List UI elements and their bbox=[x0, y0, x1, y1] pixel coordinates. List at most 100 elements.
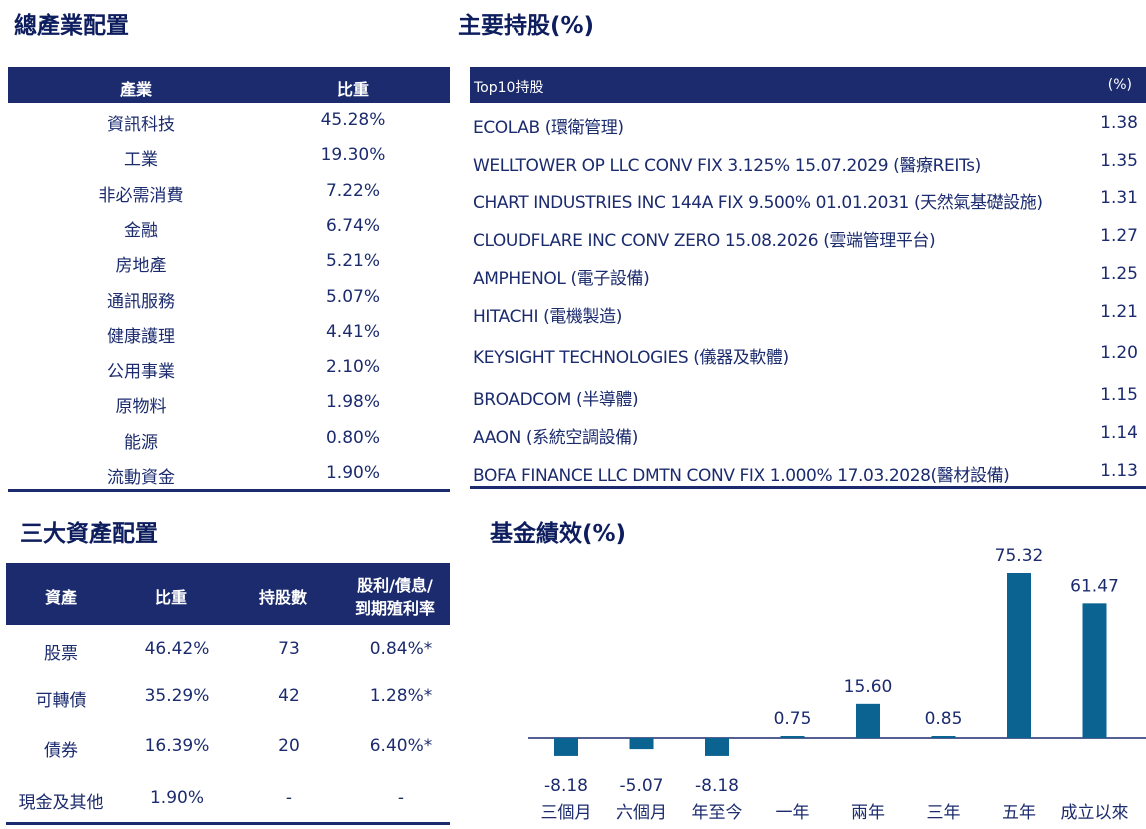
holding-name: ECOLAB (環衛管理) bbox=[473, 118, 624, 138]
industry-name: 工業 bbox=[124, 150, 158, 171]
bar-2 bbox=[705, 738, 729, 756]
industry-name: 健康護理 bbox=[107, 326, 175, 347]
asset-name: 債券 bbox=[44, 741, 78, 761]
industry-weight: 7.22% bbox=[325, 180, 380, 201]
holdings-table-header: Top10持股 (%) bbox=[470, 67, 1146, 103]
table-row: 房地產 5.21% bbox=[8, 251, 450, 281]
industry-name: 流動資金 bbox=[107, 468, 175, 488]
data-label-4: 15.60 bbox=[844, 677, 893, 697]
table-row: 工業 19.30% bbox=[8, 145, 450, 175]
table-row: 健康護理 4.41% bbox=[8, 322, 450, 352]
table-row: BROADCOM (半導體) 1.15 bbox=[473, 385, 1138, 411]
industry-weight: 5.21% bbox=[325, 251, 380, 272]
data-label-7: 61.47 bbox=[1070, 576, 1119, 596]
industry-weight: 6.74% bbox=[325, 215, 380, 236]
table-row: ECOLAB (環衛管理) 1.38 bbox=[473, 113, 1138, 139]
data-label-1: -5.07 bbox=[620, 776, 664, 796]
holding-name: KEYSIGHT TECHNOLOGIES (儀器及軟體) bbox=[473, 348, 789, 368]
holding-pct: 1.13 bbox=[1100, 461, 1138, 481]
industry-name: 能源 bbox=[124, 432, 158, 453]
industry-table-bottom-rule bbox=[8, 489, 450, 492]
table-row: WELLTOWER OP LLC CONV FIX 3.125% 15.07.2… bbox=[473, 151, 1138, 177]
bar-5 bbox=[931, 736, 956, 738]
industry-name: 原物料 bbox=[115, 397, 167, 418]
holding-name: BROADCOM (半導體) bbox=[473, 390, 639, 410]
bar-0 bbox=[554, 738, 578, 756]
holding-name: AMPHENOL (電子設備) bbox=[473, 269, 650, 289]
asset-weight: 1.90% bbox=[149, 788, 204, 808]
data-label-6: 75.32 bbox=[995, 546, 1044, 566]
industry-weight: 2.10% bbox=[325, 357, 380, 378]
assets-header-count: 持股數 bbox=[258, 588, 307, 607]
industry-name: 非必需消費 bbox=[98, 185, 184, 206]
industry-weight: 1.90% bbox=[325, 463, 380, 483]
table-row: HITACHI (電機製造) 1.21 bbox=[473, 302, 1138, 328]
category-label-1: 六個月 bbox=[616, 803, 667, 823]
table-row: 流動資金 1.90% bbox=[8, 463, 450, 493]
bar-7 bbox=[1082, 603, 1107, 738]
holding-name: BOFA FINANCE LLC DMTN CONV FIX 1.000% 17… bbox=[473, 466, 1010, 486]
holding-pct: 1.14 bbox=[1100, 423, 1138, 443]
holding-pct: 1.35 bbox=[1100, 151, 1138, 171]
category-label-5: 三年 bbox=[927, 803, 961, 823]
table-row: CHART INDUSTRIES INC 144A FIX 9.500% 01.… bbox=[473, 188, 1138, 214]
category-label-6: 五年 bbox=[1002, 803, 1036, 823]
category-label-0: 三個月 bbox=[541, 803, 592, 823]
assets-header-weight: 比重 bbox=[154, 588, 187, 607]
asset-count: 20 bbox=[278, 736, 300, 756]
assets-title: 三大資產配置 bbox=[20, 521, 158, 547]
data-label-0: -8.18 bbox=[544, 776, 588, 796]
table-row: 金融 6.74% bbox=[8, 216, 450, 246]
industry-table-header: 產業 比重 bbox=[8, 67, 450, 103]
bar-4 bbox=[856, 703, 880, 738]
table-row: AMPHENOL (電子設備) 1.25 bbox=[473, 264, 1138, 290]
asset-yield: 6.40%* bbox=[369, 736, 433, 756]
assets-table-bottom-rule bbox=[6, 822, 450, 825]
table-row: 通訊服務 5.07% bbox=[8, 287, 450, 317]
industry-weight: 1.98% bbox=[325, 392, 380, 413]
table-row: AAON (系統空調設備) 1.14 bbox=[473, 423, 1138, 449]
holdings-header-name: Top10持股 bbox=[474, 80, 544, 96]
holding-pct: 1.38 bbox=[1100, 113, 1138, 133]
industry-name: 資訊科技 bbox=[107, 115, 175, 135]
holding-name: AAON (系統空調設備) bbox=[473, 428, 638, 448]
category-label-2: 年至今 bbox=[692, 803, 743, 823]
data-label-2: -8.18 bbox=[695, 776, 739, 796]
holding-name: HITACHI (電機製造) bbox=[473, 307, 622, 327]
asset-yield: 0.84%* bbox=[369, 639, 433, 659]
table-row: 現金及其他 1.90% - - bbox=[6, 788, 450, 816]
asset-name: 現金及其他 bbox=[18, 793, 104, 813]
category-label-7: 成立以來 bbox=[1061, 803, 1129, 823]
industry-name: 通訊服務 bbox=[107, 291, 175, 312]
industry-name: 公用事業 bbox=[107, 362, 175, 383]
data-label-5: 0.85 bbox=[925, 709, 963, 729]
holding-pct: 1.21 bbox=[1100, 302, 1138, 322]
bar-3 bbox=[780, 736, 805, 738]
industry-name: 金融 bbox=[124, 220, 158, 241]
category-label-4: 兩年 bbox=[851, 803, 885, 823]
performance-chart: -8.18 三個月 -5.07 六個月 -8.18 年至今 0.75 一年 15.60 兩年 0.8… bbox=[528, 546, 1146, 823]
asset-count: - bbox=[285, 788, 293, 808]
bar-1 bbox=[629, 738, 654, 750]
assets-header-yield-line2: 到期殖利率 bbox=[354, 599, 435, 618]
table-row: CLOUDFLARE INC CONV ZERO 15.08.2026 (雲端管… bbox=[473, 226, 1138, 252]
asset-weight: 35.29% bbox=[144, 686, 210, 706]
holding-pct: 1.27 bbox=[1100, 226, 1138, 246]
asset-yield: - bbox=[397, 788, 405, 808]
asset-count: 42 bbox=[278, 686, 300, 706]
holding-pct: 1.20 bbox=[1100, 343, 1138, 363]
asset-name: 股票 bbox=[44, 644, 78, 664]
holdings-table-bottom-rule bbox=[470, 486, 1146, 489]
industry-title: 總產業配置 bbox=[14, 13, 129, 39]
table-row: 股票 46.42% 73 0.84%* bbox=[6, 639, 450, 667]
holding-pct: 1.31 bbox=[1100, 188, 1138, 208]
holding-name: CHART INDUSTRIES INC 144A FIX 9.500% 01.… bbox=[473, 193, 1043, 213]
table-row: KEYSIGHT TECHNOLOGIES (儀器及軟體) 1.20 bbox=[473, 343, 1138, 369]
asset-weight: 16.39% bbox=[144, 736, 210, 756]
assets-header-yield-line1: 股利/債息/ bbox=[357, 576, 433, 595]
industry-header-weight: 比重 bbox=[336, 80, 369, 99]
holding-name: CLOUDFLARE INC CONV ZERO 15.08.2026 (雲端管… bbox=[473, 231, 936, 251]
assets-header-asset: 資產 bbox=[44, 588, 77, 607]
asset-yield: 1.28%* bbox=[369, 686, 433, 706]
holding-pct: 1.15 bbox=[1100, 385, 1138, 405]
